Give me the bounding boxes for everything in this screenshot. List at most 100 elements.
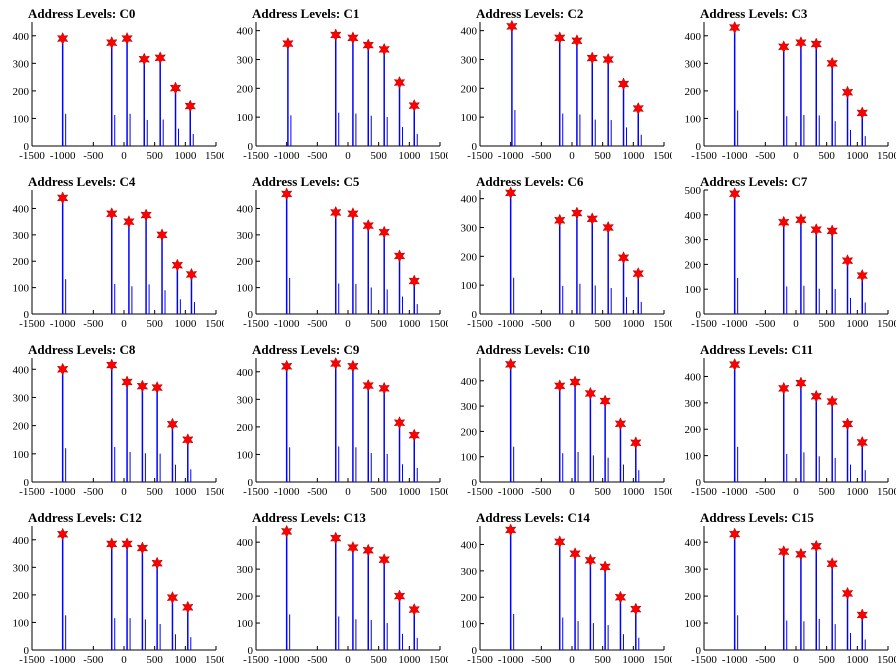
peak-marker	[347, 207, 359, 221]
y-tick-label: 400	[237, 203, 254, 215]
y-tick-label: 0	[248, 309, 254, 321]
peak-marker	[171, 258, 184, 272]
x-tick-label: 1500	[877, 150, 896, 162]
peak-marker	[554, 31, 566, 45]
peak-marker	[56, 362, 69, 376]
y-tick-label: 300	[461, 401, 478, 413]
y-tick-label: 300	[13, 58, 30, 70]
x-tick-label: 0	[121, 318, 127, 330]
x-tick-label: -1000	[722, 150, 748, 162]
x-tick-label: 0	[345, 486, 351, 498]
chart-panel-c0: Address Levels: C0 0 100 200 300 400 -1500 -100…	[13, 6, 225, 162]
y-tick-label: 0	[696, 309, 702, 321]
y-tick-label: 400	[461, 194, 478, 206]
x-tick-label: 1500	[429, 150, 448, 162]
x-tick-label: 500	[594, 150, 611, 162]
x-tick-label: 0	[121, 486, 127, 498]
peak-marker	[826, 394, 838, 409]
peak-marker	[504, 186, 517, 200]
peak-marker	[602, 220, 614, 235]
x-tick-label: 500	[146, 150, 163, 162]
chart-panel-c7: Address Levels: C70100200300400500-1500-…	[685, 174, 896, 330]
x-tick-label: 500	[370, 486, 387, 498]
x-tick-label: -500	[531, 150, 552, 162]
y-tick-label: 400	[461, 539, 478, 551]
x-tick-label: 1500	[429, 654, 448, 666]
peak-marker	[280, 359, 293, 373]
y-tick-label: 400	[237, 537, 254, 549]
peak-marker	[166, 417, 179, 431]
y-tick-label: 200	[685, 259, 702, 271]
chart-title: Address Levels: C3	[700, 6, 808, 21]
peak-marker	[154, 51, 166, 65]
x-tick-label: 500	[818, 486, 835, 498]
x-tick-label: 1000	[398, 150, 421, 162]
peak-marker	[362, 543, 374, 557]
y-tick-label: 0	[472, 477, 478, 489]
x-tick-label: 500	[818, 150, 835, 162]
y-tick-label: 300	[685, 235, 702, 247]
x-tick-label: -500	[755, 654, 776, 666]
x-tick-label: -1000	[498, 654, 524, 666]
y-tick-label: 200	[237, 591, 254, 603]
peak-marker	[554, 213, 566, 227]
y-tick-label: 300	[13, 392, 30, 404]
chart-title: Address Levels: C7	[700, 174, 808, 189]
y-tick-label: 0	[24, 309, 30, 321]
peak-marker	[182, 433, 194, 447]
peak-marker	[630, 602, 642, 616]
x-tick-label: 1500	[205, 318, 224, 330]
x-tick-label: 500	[146, 318, 163, 330]
peak-marker	[810, 223, 822, 237]
x-tick-label: 500	[818, 318, 835, 330]
y-tick-label: 300	[13, 562, 30, 574]
y-tick-label: 0	[696, 477, 702, 489]
y-tick-label: 0	[696, 645, 702, 657]
x-tick-label: -1000	[50, 486, 76, 498]
chart-panel-c11: Address Levels: C11 0 100 200 300 400 -1500 -10…	[685, 342, 896, 498]
chart-title: Address Levels: C9	[252, 342, 360, 357]
x-tick-label: -1000	[274, 486, 300, 498]
peak-marker	[106, 537, 118, 551]
y-tick-label: 400	[13, 203, 30, 215]
peak-marker	[362, 378, 374, 393]
peak-marker	[504, 523, 517, 537]
peak-marker	[841, 85, 854, 99]
x-tick-label: -1500	[19, 318, 45, 330]
peak-marker	[121, 537, 133, 551]
x-tick-label: 500	[818, 654, 835, 666]
x-tick-label: -1000	[722, 486, 748, 498]
y-tick-label: 400	[13, 535, 30, 547]
x-tick-label: -1000	[722, 318, 748, 330]
x-tick-label: 1500	[205, 654, 224, 666]
y-tick-label: 100	[461, 619, 478, 631]
x-tick-label: -1500	[467, 150, 493, 162]
peak-marker	[728, 20, 741, 35]
peak-marker	[617, 77, 630, 91]
chart-title: Address Levels: C1	[252, 6, 359, 21]
x-tick-label: -500	[755, 318, 776, 330]
peak-marker	[408, 602, 420, 617]
chart-panel-c4: Address Levels: C4 0 100 200 300 400 -1500 -100…	[13, 174, 225, 330]
x-tick-label: -1500	[19, 654, 45, 666]
x-tick-label: -1500	[467, 486, 493, 498]
chart-panel-c8: Address Levels: C8 0 100 200 300 400 -1500 -100…	[13, 342, 225, 498]
chart-title: Address Levels: C5	[252, 174, 360, 189]
x-tick-label: 1500	[653, 150, 672, 162]
peak-marker	[810, 37, 822, 51]
chart-panel-c5: Address Levels: C5 0 100 200 300 400 -1500 -100…	[237, 174, 449, 330]
x-tick-label: 0	[569, 318, 575, 330]
y-tick-label: 500	[685, 185, 702, 197]
peak-marker	[169, 81, 182, 95]
x-tick-label: -500	[307, 318, 328, 330]
x-tick-label: 1000	[174, 150, 197, 162]
peak-marker	[151, 380, 163, 395]
peak-marker	[156, 228, 168, 242]
y-tick-label: 200	[237, 422, 254, 434]
x-tick-label: 500	[370, 654, 387, 666]
y-tick-label: 300	[13, 230, 30, 242]
peak-marker	[151, 556, 163, 570]
x-tick-label: 1000	[846, 654, 869, 666]
y-tick-label: 300	[685, 58, 702, 70]
